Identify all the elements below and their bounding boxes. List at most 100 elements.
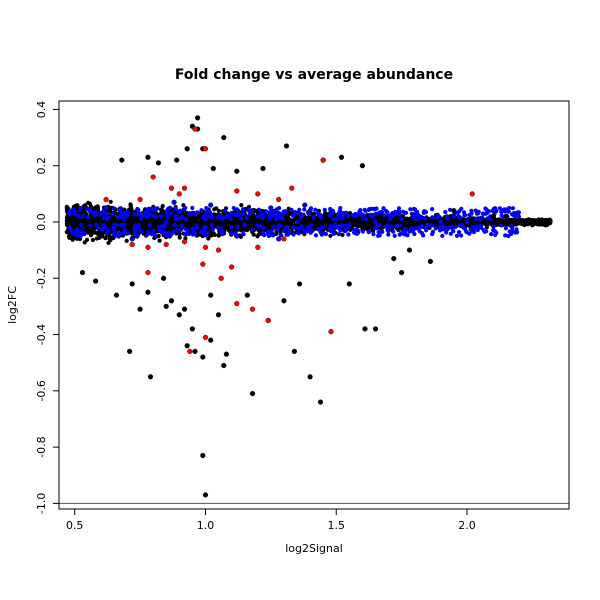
scatter-point <box>376 229 381 235</box>
scatter-point <box>244 292 250 298</box>
scatter-point <box>291 232 296 237</box>
scatter-point <box>309 227 314 232</box>
scatter-point <box>379 229 384 234</box>
scatter-point <box>414 209 419 214</box>
scatter-point <box>367 207 372 212</box>
scatter-point <box>490 213 496 220</box>
scatter-point <box>179 223 185 228</box>
scatter-point <box>223 208 228 213</box>
scatter-point <box>451 208 457 214</box>
scatter-point <box>499 209 504 214</box>
scatter-point <box>498 223 503 228</box>
scatter-point <box>113 218 118 223</box>
scatter-point <box>256 207 261 212</box>
scatter-point <box>265 317 271 324</box>
scatter-point <box>388 217 393 222</box>
scatter-point <box>88 233 94 238</box>
scatter-point <box>249 391 256 397</box>
x-axis-label: log2Signal <box>285 542 343 555</box>
scatter-point <box>343 229 348 234</box>
scatter-point <box>285 225 290 230</box>
scatter-point <box>73 219 78 224</box>
scatter-point <box>281 236 287 242</box>
scatter-point <box>469 191 475 197</box>
scatter-point <box>366 220 371 225</box>
scatter-point <box>507 220 512 225</box>
scatter-point <box>205 230 210 235</box>
scatter-point <box>427 258 434 265</box>
scatter-point <box>473 216 479 222</box>
scatter-point <box>71 207 76 212</box>
scatter-point <box>189 221 194 226</box>
scatter-point <box>372 326 379 332</box>
scatter-point <box>103 196 109 203</box>
scatter-point <box>492 219 497 224</box>
scatter-point <box>224 220 230 225</box>
scatter-point <box>231 206 236 211</box>
scatter-point <box>200 452 206 459</box>
scatter-point <box>247 224 252 229</box>
scatter-point <box>109 215 114 220</box>
scatter-point <box>92 278 99 284</box>
scatter-point <box>221 135 227 141</box>
scatter-point <box>82 240 87 245</box>
scatter-point <box>79 213 86 220</box>
scatter-point <box>165 210 170 215</box>
scatter-point <box>90 237 95 243</box>
scatter-point <box>448 207 453 212</box>
scatter-point <box>511 218 516 223</box>
scatter-point <box>151 228 156 233</box>
scatter-point <box>250 227 255 232</box>
scatter-point <box>247 218 252 223</box>
scatter-point <box>199 208 204 213</box>
scatter-point <box>137 196 143 203</box>
scatter-point <box>94 222 99 227</box>
scatter-point <box>497 206 502 211</box>
scatter-point <box>268 205 274 211</box>
scatter-point <box>416 226 422 231</box>
scatter-point <box>247 209 252 214</box>
scatter-point <box>137 306 143 312</box>
scatter-point <box>362 207 367 212</box>
scatter-point <box>119 223 124 228</box>
scatter-point <box>239 216 244 221</box>
scatter-point <box>525 218 530 223</box>
scatter-point <box>121 208 126 213</box>
scatter-point <box>394 224 399 229</box>
scatter-point <box>216 233 221 238</box>
scatter-point <box>165 215 170 220</box>
scatter-point <box>373 212 378 217</box>
scatter-point <box>261 219 266 224</box>
scatter-point <box>271 224 276 229</box>
scatter-point <box>69 234 74 239</box>
scatter-point <box>307 208 313 214</box>
scatter-point <box>406 247 413 253</box>
x-tick-label: 1.5 <box>327 519 345 532</box>
scatter-point <box>511 211 517 217</box>
scatter-point <box>177 235 182 240</box>
scatter-point <box>363 220 368 225</box>
scatter-point <box>346 214 351 219</box>
scatter-point <box>475 227 480 233</box>
scatter-point <box>493 232 498 237</box>
scatter-point <box>285 220 290 225</box>
scatter-point <box>157 238 162 243</box>
y-tick-label: 0.0 <box>35 213 48 231</box>
scatter-point <box>456 230 462 235</box>
scatter-point <box>464 230 469 235</box>
scatter-point <box>254 219 259 224</box>
scatter-point <box>92 210 97 215</box>
scatter-point <box>238 234 243 239</box>
scatter-point <box>302 202 308 208</box>
scatter-point <box>190 205 195 211</box>
scatter-point <box>145 244 151 250</box>
scatter-point <box>396 211 401 216</box>
scatter-point <box>296 226 301 231</box>
scatter-point <box>176 191 182 197</box>
scatter-point <box>475 211 480 216</box>
scatter-point <box>399 216 405 222</box>
scatter-point <box>337 209 342 214</box>
scatter-point <box>168 211 173 216</box>
scatter-point <box>95 218 100 223</box>
scatter-point <box>448 231 453 236</box>
